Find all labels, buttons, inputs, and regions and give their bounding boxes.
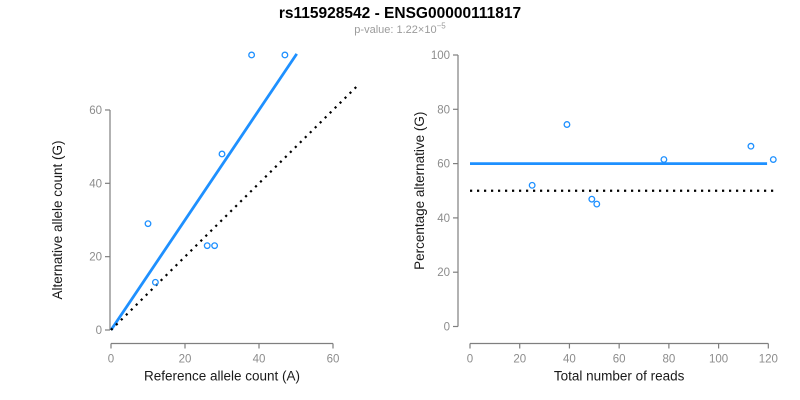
- x-tick-label: 60: [613, 354, 626, 366]
- y-tick-label: 60: [89, 105, 102, 117]
- y-tick-label: 20: [89, 252, 102, 264]
- y-tick-label: 20: [437, 267, 450, 279]
- data-point: [660, 156, 668, 163]
- data-point: [281, 51, 289, 59]
- data-point: [248, 51, 256, 59]
- x-tick-label: 40: [253, 354, 266, 366]
- data-point: [588, 195, 596, 203]
- x-tick-label: 40: [563, 354, 576, 366]
- pvalue-text: p-value: 1.22×10: [354, 24, 437, 36]
- x-tick-label: 100: [709, 354, 728, 366]
- data-point: [747, 142, 755, 150]
- y-tick-label: 0: [444, 322, 450, 334]
- x-tick-label: 0: [467, 354, 473, 366]
- fit-line: [109, 53, 298, 331]
- y-tick-label: 40: [437, 213, 450, 225]
- y-tick-label: 40: [89, 178, 102, 190]
- figure-subtitle: p-value: 1.22×10−5: [0, 21, 800, 36]
- x-tick-label: 60: [327, 354, 340, 366]
- figure-title: rs115928542 - ENSG00000111817: [278, 5, 522, 22]
- data-point: [203, 242, 211, 250]
- data-point: [218, 150, 226, 158]
- pvalue-exponent: −5: [436, 21, 446, 31]
- x-tick-label: 20: [179, 354, 192, 366]
- y-tick-label: 80: [437, 104, 450, 116]
- x-tick-label: 120: [759, 354, 778, 366]
- data-point: [769, 156, 777, 163]
- y-tick-label: 60: [437, 159, 450, 171]
- identity-line: [110, 84, 359, 331]
- y-axis-label: Alternative allele count (G): [50, 140, 65, 299]
- y-tick-label: 100: [431, 50, 450, 62]
- data-point: [151, 278, 159, 286]
- data-point: [593, 200, 601, 208]
- data-point: [528, 181, 536, 189]
- data-point: [211, 242, 219, 250]
- x-tick-label: 80: [662, 354, 675, 366]
- x-tick-label: 20: [513, 354, 526, 366]
- y-axis-label: Percentage alternative (G): [412, 112, 427, 270]
- data-point: [563, 121, 571, 128]
- data-point: [144, 220, 152, 228]
- x-tick-label: 0: [108, 354, 114, 366]
- x-axis-label: Total number of reads: [554, 369, 685, 384]
- y-tick-label: 0: [96, 325, 102, 337]
- x-axis-label: Reference allele count (A): [144, 369, 300, 384]
